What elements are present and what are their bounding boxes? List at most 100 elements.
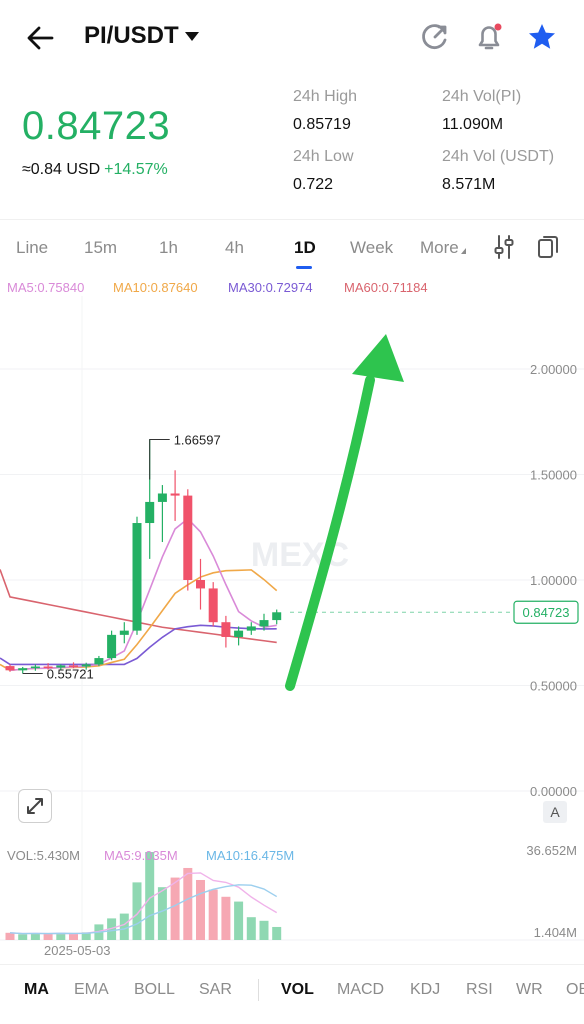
volume-bar (81, 932, 91, 940)
tab-15m[interactable]: 15m (84, 238, 118, 257)
indicator-bar: MA EMA BOLL SAR VOL MACD KDJ RSI WR OB (0, 964, 584, 1024)
star-icon[interactable] (525, 20, 559, 54)
indicator-rsi[interactable]: RSI (466, 981, 493, 998)
low-label: 24h Low (293, 148, 354, 165)
ma60-legend: MA60:0.71184 (344, 280, 428, 295)
vol-pi-label: 24h Vol(PI) (442, 88, 522, 105)
tab-week[interactable]: Week (350, 238, 394, 257)
candle (246, 626, 256, 631)
current-price-tag-box (513, 600, 579, 624)
copy-layout-icon[interactable] (536, 234, 560, 260)
tab-line[interactable]: Line (16, 238, 49, 257)
refresh-share-icon[interactable] (418, 20, 452, 54)
candle (170, 493, 180, 496)
fullscreen-button[interactable] (18, 789, 52, 823)
volume-bar (183, 867, 193, 940)
low-marker-label: 0.55721 (47, 666, 94, 681)
bell-icon[interactable] (472, 20, 506, 54)
price-markers: 0.84723 1.66597 0.55721 (22, 432, 579, 681)
volume-bar (272, 926, 282, 940)
caret-down-icon (184, 32, 199, 42)
high-marker-line (149, 438, 170, 480)
axis-tick-label: 1.50000 (530, 468, 577, 483)
volume-bar (234, 901, 244, 940)
candle (157, 493, 167, 502)
tab-1h[interactable]: 1h (159, 238, 178, 257)
indicator-kdj[interactable]: KDJ (410, 981, 441, 998)
candle (18, 668, 28, 671)
tab-more-label: More (420, 238, 459, 257)
expand-icon (27, 798, 43, 814)
candle (196, 580, 205, 589)
candle (5, 666, 15, 671)
indicator-sar[interactable]: SAR (199, 981, 232, 998)
usd-value: ≈0.84 USD (22, 161, 101, 178)
vol-ma5-legend: MA5:9.035M (104, 848, 178, 863)
indicator-obv[interactable]: OB (566, 981, 584, 998)
low-value: 0.722 (293, 176, 334, 193)
tab-more[interactable]: More (420, 238, 466, 258)
scale-toggle-button[interactable]: A (543, 801, 567, 823)
annotation-arrow-head (352, 334, 404, 382)
volume-ma10-line (9, 884, 278, 935)
candle (221, 622, 231, 637)
date-label: 2025-05-03 (44, 943, 111, 958)
volume-bar (5, 932, 15, 940)
indicator-ema[interactable]: EMA (74, 981, 109, 998)
vol-usdt-value: 8.571M (442, 176, 496, 193)
volume-axis-top: 36.652M (526, 843, 577, 858)
axis-tick-label: 2.00000 (530, 362, 577, 377)
volume-axis-bottom: 1.404M (534, 925, 577, 940)
candle (69, 665, 78, 667)
volume-bar (221, 896, 231, 940)
candle (145, 501, 155, 524)
indicator-ma[interactable]: MA (24, 981, 49, 998)
volume-bar (69, 933, 78, 940)
tab-1d[interactable]: 1D (294, 238, 316, 257)
candle (107, 634, 117, 659)
ma10-legend: MA10:0.87640 (113, 280, 198, 295)
volume-bar (132, 882, 142, 940)
candle (119, 630, 129, 635)
vol-usdt-label: 24h Vol (USDT) (442, 148, 555, 165)
divider (0, 219, 584, 220)
candle (208, 588, 218, 623)
price-axis: 0.00000 0.50000 1.00000 1.50000 2.00000 (530, 362, 577, 799)
candles (5, 439, 282, 674)
candle (234, 630, 244, 637)
volume-bar (119, 913, 129, 940)
candle (30, 666, 40, 669)
active-tab-indicator (296, 266, 312, 269)
volume-ma-lines (9, 872, 278, 935)
pair-selector[interactable]: PI/USDT (84, 22, 199, 50)
volume-bar (107, 918, 117, 940)
volume-bar (259, 920, 269, 940)
candle (272, 612, 282, 621)
indicator-wr[interactable]: WR (516, 981, 543, 998)
back-arrow-icon[interactable] (22, 22, 62, 54)
volume-bar (196, 879, 205, 940)
timeframe-tabs: Line 15m 1h 4h 1D Week More (0, 222, 584, 270)
axis-tick-label: 1.00000 (530, 573, 577, 588)
vol-ma10-legend: MA10:16.475M (206, 848, 295, 863)
indicator-boll[interactable]: BOLL (134, 981, 175, 998)
ma5-line (9, 517, 277, 672)
tab-4h[interactable]: 4h (225, 238, 244, 257)
high-value: 0.85719 (293, 116, 351, 133)
high-marker-label: 1.66597 (174, 432, 221, 447)
indicator-vol[interactable]: VOL (281, 981, 314, 998)
indicator-separator (258, 979, 259, 1001)
axis-tick-label: 0.00000 (530, 784, 577, 799)
volume-bar (246, 917, 256, 940)
ma5-legend: MA5:0.75840 (7, 280, 85, 295)
indicator-macd[interactable]: MACD (337, 981, 385, 998)
volume-bar (145, 852, 155, 940)
chart-grid (0, 296, 584, 941)
high-label: 24h High (293, 88, 358, 105)
candle (132, 523, 142, 631)
volume-bar (43, 933, 53, 940)
indicator-settings-icon[interactable] (492, 234, 516, 260)
axis-tick-label: 0.50000 (530, 679, 577, 694)
pair-name: PI/USDT (84, 22, 179, 49)
